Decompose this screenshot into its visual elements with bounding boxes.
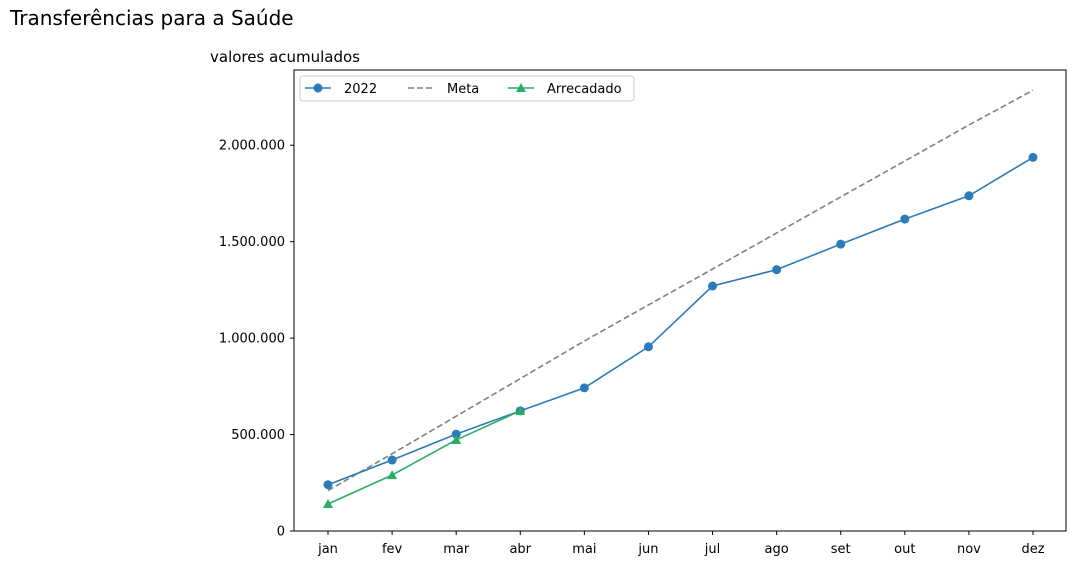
- legend: 2022 Meta Arrecadado: [299, 75, 635, 102]
- axes-frame: [293, 69, 1067, 532]
- legend-label-meta: Meta: [447, 82, 479, 97]
- x-tick-label: ago: [765, 542, 789, 557]
- data-point-2022: [772, 265, 782, 275]
- x-tick-label: jan: [317, 542, 338, 557]
- legend-marker-2022: [313, 83, 323, 93]
- x-tick-label: jul: [704, 542, 720, 557]
- x-tick-label: set: [831, 542, 851, 557]
- x-tick-label: fev: [382, 542, 403, 557]
- data-point-arrecadado: [515, 405, 526, 415]
- y-tick-label: 2.000.000: [219, 139, 285, 154]
- data-point-2022: [579, 383, 589, 393]
- data-point-2022: [1028, 152, 1038, 162]
- x-tick-label: out: [894, 542, 915, 557]
- data-point-2022: [900, 214, 910, 224]
- series-line-arrecadado: [327, 410, 521, 505]
- data-point-2022: [964, 191, 974, 201]
- x-tick-label: abr: [509, 542, 531, 557]
- legend-box: [299, 75, 635, 102]
- data-point-arrecadado: [451, 434, 462, 444]
- data-point-2022: [836, 239, 846, 249]
- data-point-arrecadado: [323, 498, 333, 508]
- x-tick-label: mar: [443, 542, 470, 557]
- series-line-meta: [327, 89, 1034, 492]
- chart-title: valores acumulados: [210, 48, 360, 66]
- x-tick-label: jun: [637, 542, 658, 557]
- data-point-2022: [708, 281, 718, 291]
- y-tick-label: 0: [277, 525, 285, 540]
- series-line-2022: [327, 156, 1034, 486]
- data-point-2022: [387, 455, 397, 465]
- plot-area: 0 500.000 1.000.000 1.500.000 2.000.000 jan fe…: [219, 69, 1067, 557]
- legend-label-arrecadado: Arrecadado: [547, 82, 622, 97]
- data-point-2022: [643, 342, 653, 352]
- data-point-arrecadado: [387, 470, 398, 480]
- chart-suptitle: Transferências para a Saúde: [10, 6, 294, 30]
- legend-label-2022: 2022: [344, 82, 377, 97]
- y-tick-label: 1.000.000: [219, 332, 285, 347]
- y-tick-label: 1.500.000: [219, 235, 285, 250]
- data-point-2022: [451, 429, 461, 439]
- legend-marker-arrecadado: [516, 83, 526, 92]
- x-tick-label: dez: [1021, 542, 1044, 557]
- x-tick-label: mai: [572, 542, 596, 557]
- x-tick-label: nov: [957, 542, 981, 557]
- data-point-2022: [323, 480, 333, 490]
- y-tick-label: 500.000: [231, 428, 285, 443]
